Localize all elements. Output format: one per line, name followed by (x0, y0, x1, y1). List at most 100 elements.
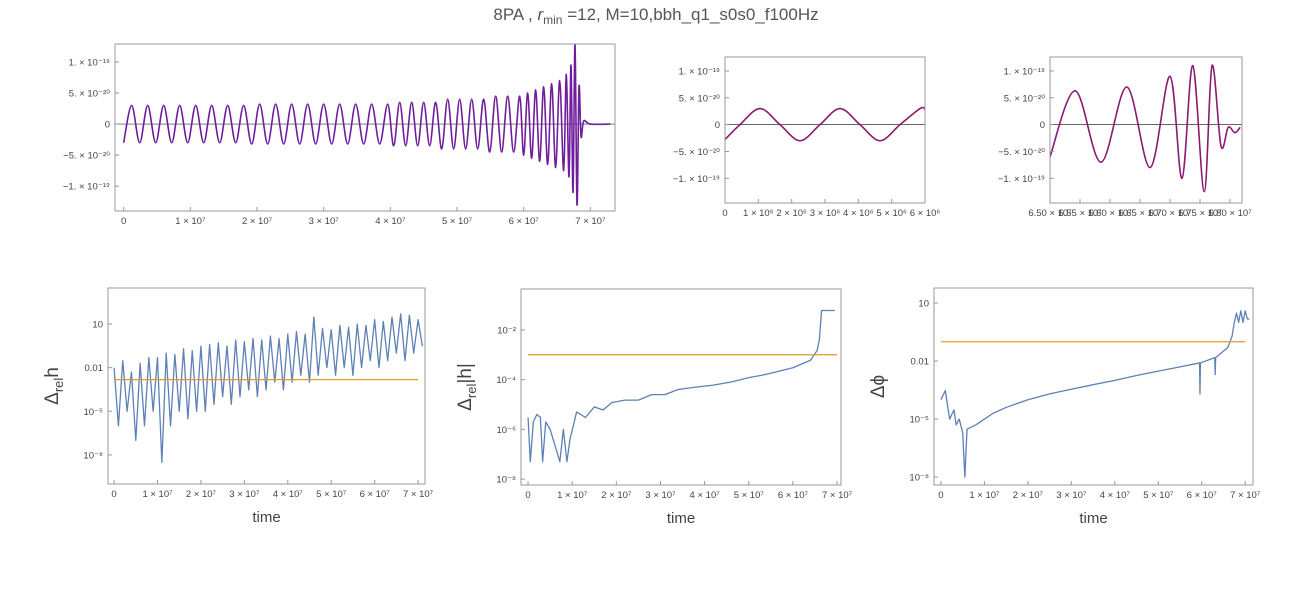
y-tick-label: 5. × 10⁻²⁰ (69, 89, 110, 100)
title-part: =12, M=10,bbh_q1_s0s0_f100Hz (562, 5, 818, 24)
y-tick-label: −1. × 10⁻¹⁹ (63, 182, 110, 193)
x-tick-label: 0 (525, 490, 530, 501)
x-tick-label: 5 × 10⁷ (442, 216, 473, 227)
y-tick-label: 10⁻⁶ (497, 425, 517, 436)
y-tick-label: −5. × 10⁻²⁰ (673, 147, 720, 158)
x-tick-label: 6.70 × 10⁷ (1148, 208, 1192, 219)
y-tick-label: −1. × 10⁻¹⁹ (998, 174, 1045, 185)
y-tick-label: 10 (92, 320, 103, 331)
x-tick-label: 1 × 10⁷ (557, 490, 588, 501)
y-label-part: rel (464, 384, 479, 399)
x-tick-label: 7 × 10⁷ (403, 489, 434, 500)
y-axis-label: Δϕ (868, 375, 889, 398)
x-tick-label: 2 × 10⁷ (242, 216, 273, 227)
y-tick-label: 1. × 10⁻¹⁹ (678, 66, 720, 77)
figure-title: 8PA , rmin =12, M=10,bbh_q1_s0s0_f100Hz (493, 5, 818, 27)
x-tick-label: 6 × 10⁷ (778, 490, 809, 501)
x-tick-label: 2 × 10⁷ (1013, 490, 1044, 501)
x-tick-label: 6.80 × 10⁷ (1208, 208, 1252, 219)
x-tick-label: 5 × 10⁷ (734, 490, 765, 501)
x-tick-label: 0 (722, 208, 727, 219)
x-tick-label: 1 × 10⁷ (142, 489, 173, 500)
y-tick-label: −5. × 10⁻²⁰ (63, 151, 110, 162)
y-label-part: |h| (455, 363, 476, 383)
x-axis-label: time (1079, 510, 1107, 527)
plot-frame (114, 43, 616, 212)
x-tick-label: 6.65 × 10⁷ (1118, 208, 1162, 219)
y-tick-label: 10 (918, 299, 929, 310)
x-tick-label: 0 (938, 490, 943, 501)
x-tick-label: 7 × 10⁷ (575, 216, 606, 227)
x-tick-label: 4 × 10⁷ (273, 489, 304, 500)
y-tick-label: 0 (715, 120, 720, 131)
plot-frame (520, 288, 842, 486)
x-tick-label: 3 × 10⁷ (309, 216, 340, 227)
x-tick-label: 5 × 10⁷ (316, 489, 347, 500)
plot-frame (1049, 56, 1243, 204)
y-tick-label: −5. × 10⁻²⁰ (998, 147, 1045, 158)
y-label-part: Δ (455, 398, 476, 411)
x-tick-label: 3 × 10⁶ (810, 208, 841, 219)
series-line (527, 309, 835, 463)
y-tick-label: 10⁻⁵ (909, 415, 929, 426)
y-tick-label: 10⁻⁸ (83, 450, 103, 461)
x-tick-label: 0 (121, 216, 126, 227)
x-tick-label: 6 × 10⁷ (1187, 490, 1218, 501)
x-tick-label: 5 × 10⁷ (1143, 490, 1174, 501)
y-tick-label: 10⁻⁵ (83, 407, 103, 418)
y-tick-label: 1. × 10⁻¹⁹ (1003, 66, 1045, 77)
x-tick-label: 5 × 10⁶ (876, 208, 907, 219)
series-line (122, 44, 611, 206)
y-tick-label: 0 (1040, 120, 1045, 131)
y-tick-label: 10⁻⁴ (496, 375, 516, 386)
x-tick-label: 2 × 10⁷ (601, 490, 632, 501)
x-tick-label: 6 × 10⁷ (509, 216, 540, 227)
y-label-part: h (42, 367, 63, 378)
y-tick-label: 0.01 (911, 357, 930, 368)
x-tick-label: 4 × 10⁷ (690, 490, 721, 501)
x-axis-label: time (667, 510, 695, 527)
x-tick-label: 1 × 10⁶ (743, 208, 774, 219)
x-tick-label: 6.60 × 10⁷ (1088, 208, 1132, 219)
x-tick-label: 6.75 × 10⁷ (1178, 208, 1222, 219)
x-tick-label: 4 × 10⁷ (375, 216, 406, 227)
plot-frame (107, 287, 426, 485)
series-line (940, 310, 1250, 478)
x-tick-label: 6.55 × 10⁷ (1058, 208, 1102, 219)
title-part: r (537, 5, 544, 24)
y-axis-label: Δrel|h| (455, 363, 479, 411)
y-tick-label: 1. × 10⁻¹⁹ (68, 58, 110, 69)
x-tick-label: 4 × 10⁶ (843, 208, 874, 219)
x-tick-label: 2 × 10⁷ (186, 489, 217, 500)
y-label-part: rel (51, 378, 66, 393)
series-line (725, 106, 925, 142)
y-tick-label: 10⁻² (497, 325, 516, 336)
y-tick-label: 0 (105, 120, 110, 131)
y-tick-label: 10⁻⁸ (496, 475, 516, 486)
x-tick-label: 1 × 10⁷ (969, 490, 1000, 501)
x-tick-label: 3 × 10⁷ (229, 489, 260, 500)
x-tick-label: 3 × 10⁷ (1056, 490, 1087, 501)
x-tick-label: 4 × 10⁷ (1100, 490, 1131, 501)
series-line (113, 313, 424, 464)
x-tick-label: 7 × 10⁷ (1230, 490, 1261, 501)
x-tick-label: 6 × 10⁶ (910, 208, 941, 219)
x-tick-label: 1 × 10⁷ (175, 216, 206, 227)
y-tick-label: 5. × 10⁻²⁰ (679, 93, 720, 104)
y-tick-label: 10⁻⁸ (909, 473, 929, 484)
y-label-part: Δ (42, 392, 63, 405)
x-axis-label: time (252, 509, 280, 526)
title-part: min (543, 13, 562, 27)
x-tick-label: 7 × 10⁷ (822, 490, 853, 501)
x-tick-label: 0 (111, 489, 116, 500)
x-tick-label: 3 × 10⁷ (645, 490, 676, 501)
y-axis-label: Δrelh (42, 367, 66, 405)
title-part: 8PA , (493, 5, 537, 24)
x-tick-label: 6.50 × 10⁷ (1028, 208, 1072, 219)
plot-frame (933, 287, 1254, 486)
x-tick-label: 2 × 10⁶ (776, 208, 807, 219)
series-line (1050, 64, 1241, 193)
y-tick-label: 0.01 (85, 363, 104, 374)
